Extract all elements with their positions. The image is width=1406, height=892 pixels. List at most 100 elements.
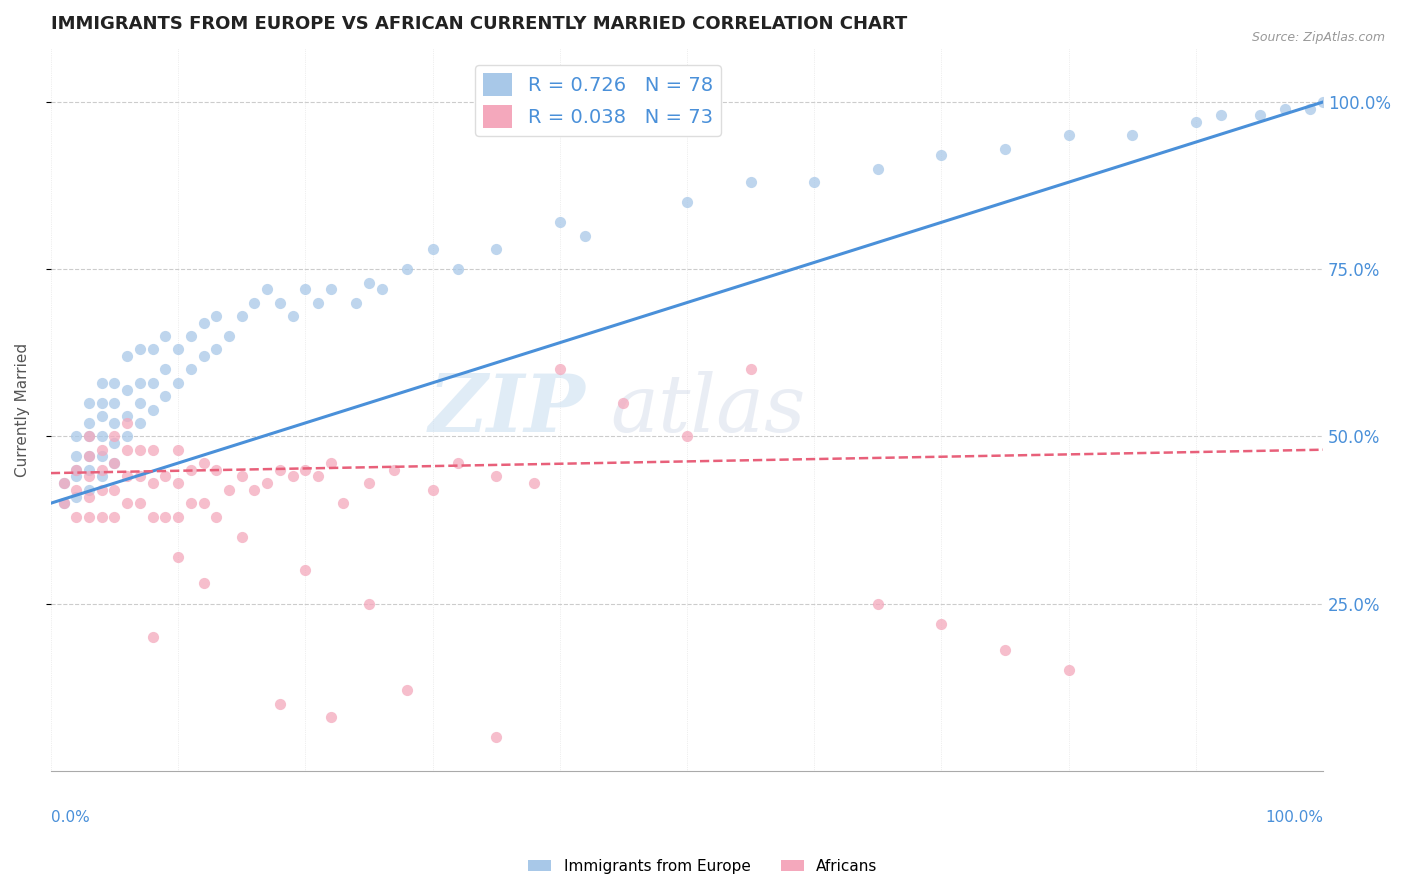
- Point: [294, 463, 316, 477]
- Point: [103, 456, 125, 470]
- Point: [103, 456, 125, 470]
- Point: [128, 496, 150, 510]
- Point: [1185, 115, 1208, 129]
- Point: [523, 476, 546, 491]
- Point: [115, 409, 138, 424]
- Point: [155, 469, 177, 483]
- Point: [65, 490, 87, 504]
- Point: [294, 282, 316, 296]
- Point: [866, 161, 889, 176]
- Point: [382, 463, 405, 477]
- Point: [485, 242, 508, 256]
- Point: [167, 343, 190, 357]
- Point: [77, 429, 100, 443]
- Point: [1312, 95, 1334, 109]
- Point: [218, 329, 240, 343]
- Point: [676, 429, 699, 443]
- Point: [231, 469, 253, 483]
- Point: [269, 295, 291, 310]
- Point: [994, 142, 1017, 156]
- Point: [180, 463, 202, 477]
- Point: [103, 436, 125, 450]
- Point: [90, 509, 112, 524]
- Point: [803, 175, 825, 189]
- Point: [193, 576, 215, 591]
- Point: [612, 396, 634, 410]
- Y-axis label: Currently Married: Currently Married: [15, 343, 30, 476]
- Point: [142, 509, 165, 524]
- Point: [548, 362, 571, 376]
- Text: atlas: atlas: [610, 371, 806, 449]
- Point: [676, 195, 699, 210]
- Point: [1274, 102, 1296, 116]
- Point: [142, 402, 165, 417]
- Point: [115, 383, 138, 397]
- Point: [357, 276, 380, 290]
- Point: [422, 242, 444, 256]
- Legend: Immigrants from Europe, Africans: Immigrants from Europe, Africans: [523, 853, 883, 880]
- Point: [128, 469, 150, 483]
- Point: [77, 483, 100, 497]
- Point: [740, 175, 762, 189]
- Point: [90, 463, 112, 477]
- Point: [128, 396, 150, 410]
- Point: [155, 389, 177, 403]
- Point: [128, 376, 150, 390]
- Point: [155, 362, 177, 376]
- Point: [205, 343, 228, 357]
- Point: [115, 429, 138, 443]
- Text: 100.0%: 100.0%: [1265, 811, 1323, 825]
- Point: [344, 295, 367, 310]
- Point: [52, 476, 75, 491]
- Point: [231, 530, 253, 544]
- Point: [77, 463, 100, 477]
- Point: [52, 496, 75, 510]
- Point: [52, 496, 75, 510]
- Point: [931, 148, 953, 162]
- Point: [1057, 128, 1080, 143]
- Point: [115, 349, 138, 363]
- Point: [307, 469, 329, 483]
- Point: [167, 376, 190, 390]
- Text: ZIP: ZIP: [429, 371, 585, 449]
- Point: [180, 362, 202, 376]
- Point: [167, 442, 190, 457]
- Point: [90, 429, 112, 443]
- Point: [548, 215, 571, 229]
- Point: [740, 362, 762, 376]
- Point: [90, 483, 112, 497]
- Point: [180, 496, 202, 510]
- Point: [205, 463, 228, 477]
- Point: [142, 630, 165, 644]
- Point: [231, 309, 253, 323]
- Point: [115, 416, 138, 430]
- Point: [269, 463, 291, 477]
- Point: [370, 282, 392, 296]
- Point: [167, 476, 190, 491]
- Text: Source: ZipAtlas.com: Source: ZipAtlas.com: [1251, 31, 1385, 45]
- Point: [931, 616, 953, 631]
- Point: [103, 416, 125, 430]
- Point: [1121, 128, 1143, 143]
- Point: [128, 416, 150, 430]
- Point: [77, 450, 100, 464]
- Point: [243, 483, 266, 497]
- Point: [65, 483, 87, 497]
- Point: [65, 463, 87, 477]
- Point: [90, 376, 112, 390]
- Point: [269, 697, 291, 711]
- Point: [167, 549, 190, 564]
- Point: [243, 295, 266, 310]
- Text: IMMIGRANTS FROM EUROPE VS AFRICAN CURRENTLY MARRIED CORRELATION CHART: IMMIGRANTS FROM EUROPE VS AFRICAN CURREN…: [51, 15, 907, 33]
- Legend: R = 0.726   N = 78, R = 0.038   N = 73: R = 0.726 N = 78, R = 0.038 N = 73: [475, 65, 721, 136]
- Point: [994, 643, 1017, 657]
- Point: [319, 710, 342, 724]
- Point: [281, 309, 304, 323]
- Point: [1211, 108, 1233, 122]
- Point: [1249, 108, 1271, 122]
- Point: [103, 376, 125, 390]
- Point: [103, 429, 125, 443]
- Point: [115, 496, 138, 510]
- Point: [357, 597, 380, 611]
- Point: [77, 396, 100, 410]
